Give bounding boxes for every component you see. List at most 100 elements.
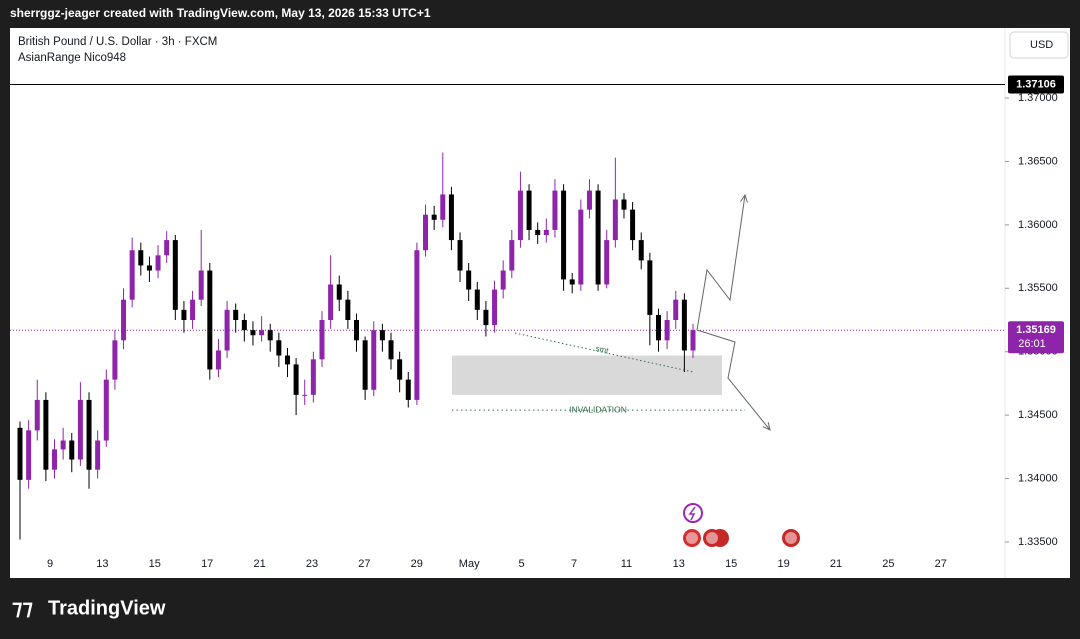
x-tick-label: 27 <box>358 558 370 570</box>
candle-body <box>121 299 127 341</box>
last-price-bg <box>1008 321 1064 354</box>
candle-body <box>190 299 196 320</box>
candle-body <box>371 330 377 390</box>
candle-body <box>517 190 523 241</box>
candle-body <box>138 250 144 266</box>
candle-body <box>466 270 472 290</box>
candle-body <box>569 279 575 285</box>
candle-body <box>224 309 230 351</box>
x-tick-label: May <box>459 558 480 570</box>
candle-body <box>509 240 515 271</box>
candle-body <box>405 379 411 400</box>
candle-body <box>638 240 644 261</box>
candle-body <box>388 340 394 360</box>
candle-body <box>155 255 161 271</box>
candle-body <box>578 209 584 285</box>
x-tick-label: 15 <box>149 558 161 570</box>
candle-body <box>362 340 368 390</box>
x-tick-label: 13 <box>673 558 685 570</box>
x-tick-label: 19 <box>777 558 789 570</box>
candle-body <box>43 399 49 470</box>
candle-body <box>612 199 618 241</box>
panel <box>10 28 1070 578</box>
arrow-up-head <box>740 193 748 203</box>
candle-body <box>492 289 498 326</box>
icon <box>706 532 718 544</box>
candle-body <box>431 214 437 220</box>
x-tick-label: 27 <box>935 558 947 570</box>
chart-title: British Pound / U.S. Dollar · 3h · FXCM <box>18 36 217 48</box>
candle-body <box>319 320 325 360</box>
annotation: INVALIDATION <box>569 404 627 414</box>
countdown: 26:01 <box>1018 338 1046 350</box>
candle-body <box>284 355 290 365</box>
candle-body <box>690 330 696 351</box>
y-tick-label: 1.33500 <box>1018 536 1058 548</box>
logo-mark: ⁊⁊ <box>12 597 33 620</box>
candle-body <box>526 190 532 230</box>
candle-body <box>198 270 204 300</box>
candle-body <box>379 330 385 341</box>
x-tick-label: 13 <box>96 558 108 570</box>
event-icons <box>683 503 800 547</box>
x-tick-label: 23 <box>306 558 318 570</box>
candle-body <box>448 194 454 241</box>
x-tick-label: 25 <box>882 558 894 570</box>
currency-button[interactable] <box>1009 31 1069 59</box>
candle-body <box>328 284 334 320</box>
y-tick-label: 1.36500 <box>1018 155 1058 167</box>
arrow-up <box>696 194 746 331</box>
currency[interactable]: USD <box>1030 39 1053 51</box>
hline-label-bg <box>1008 75 1064 94</box>
candle-body <box>103 379 109 441</box>
candle-body <box>621 199 627 210</box>
candle-body <box>146 265 152 271</box>
candle-body <box>34 399 40 431</box>
x-tick-label: 21 <box>253 558 265 570</box>
candle-body <box>354 320 359 341</box>
x-tick-label: 9 <box>47 558 53 570</box>
last-price-label: 1.35169 <box>1016 324 1056 336</box>
candle-body <box>86 399 92 470</box>
candle-body <box>681 299 687 351</box>
y-tick-label: 1.34500 <box>1018 409 1058 421</box>
icon <box>785 532 797 544</box>
candle-body <box>129 250 135 300</box>
arrow-down <box>696 329 771 431</box>
candle-body <box>535 229 541 236</box>
y-tick-label: 1.35500 <box>1018 282 1058 294</box>
candle-body <box>215 350 221 370</box>
candle-body <box>414 250 420 400</box>
candle-body <box>595 190 601 285</box>
candle-body <box>336 284 342 300</box>
candle-body <box>112 340 118 380</box>
y-tick-label: 1.37000 <box>1018 92 1058 104</box>
icon <box>688 506 696 521</box>
annotation: smt <box>595 344 610 356</box>
candle-body <box>310 359 316 395</box>
logo: TradingView <box>48 597 166 619</box>
candle-body <box>267 330 273 341</box>
candle-body <box>233 309 239 320</box>
candle-body <box>276 340 282 356</box>
candle-body <box>500 270 506 290</box>
candle-body <box>423 214 429 251</box>
candle-body <box>95 440 101 470</box>
candle-body <box>345 299 351 320</box>
candle-body <box>181 309 187 320</box>
icon <box>683 503 703 523</box>
candle-body <box>673 299 679 320</box>
candle-body <box>655 314 661 341</box>
candle-body <box>440 194 446 220</box>
y-tick-label: 1.34000 <box>1018 472 1058 484</box>
candle-body <box>207 270 213 370</box>
icon <box>686 532 698 544</box>
candle-body <box>664 320 670 341</box>
x-tick-label: 17 <box>201 558 213 570</box>
candle-body <box>164 240 170 256</box>
candle-body <box>241 320 247 331</box>
x-tick-label: 5 <box>519 558 525 570</box>
candle-body <box>60 440 66 450</box>
